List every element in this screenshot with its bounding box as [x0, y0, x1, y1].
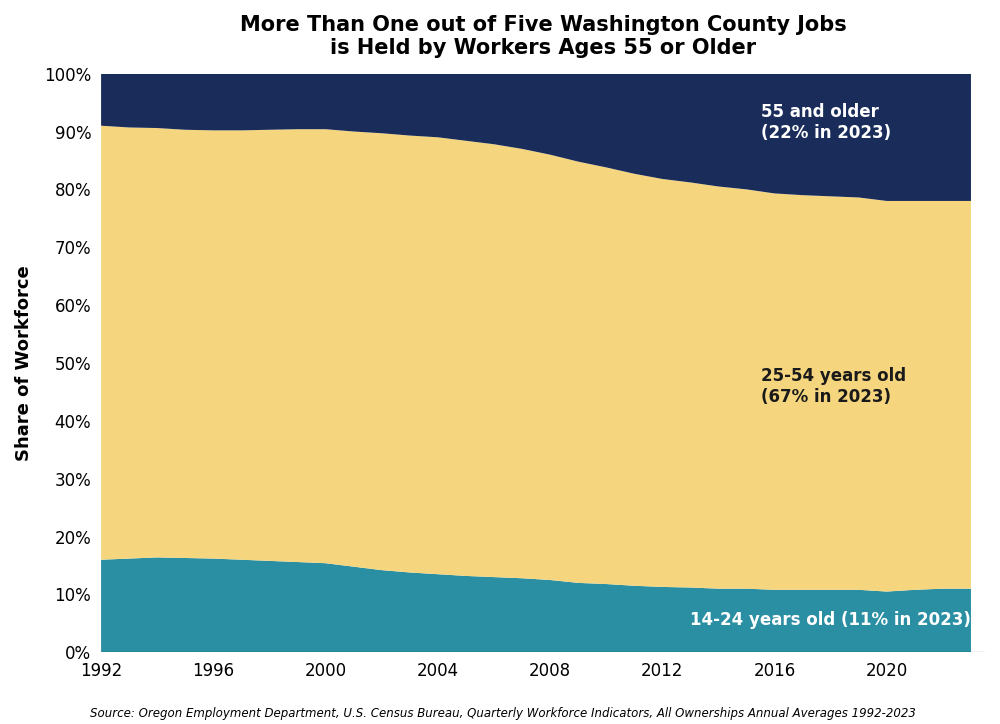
Text: 25-54 years old
(67% in 2023): 25-54 years old (67% in 2023): [761, 367, 906, 405]
Text: 14-24 years old (11% in 2023): 14-24 years old (11% in 2023): [690, 612, 971, 629]
Text: Source: Oregon Employment Department, U.S. Census Bureau, Quarterly Workforce In: Source: Oregon Employment Department, U.…: [90, 707, 916, 720]
Text: 55 and older
(22% in 2023): 55 and older (22% in 2023): [761, 104, 891, 142]
Y-axis label: Share of Workforce: Share of Workforce: [15, 265, 33, 461]
Title: More Than One out of Five Washington County Jobs
is Held by Workers Ages 55 or O: More Than One out of Five Washington Cou…: [240, 15, 846, 58]
